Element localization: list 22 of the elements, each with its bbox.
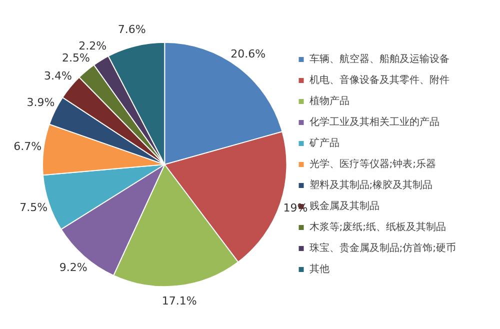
data-label: 2.2%	[78, 39, 107, 52]
legend-label: 光学、医疗等仪器;钟表;乐器	[309, 158, 436, 170]
data-label: 3.4%	[44, 70, 72, 83]
data-label: 19%	[283, 202, 308, 215]
legend-label: 珠宝、贵金属及制品;仿首饰;硬币	[309, 242, 456, 254]
legend-label: 其他	[309, 263, 330, 276]
legend-label: 机电、音像设备及其零件、附件	[309, 74, 450, 86]
legend-label: 车辆、航空器、船舶及运输设备	[309, 53, 450, 66]
legend-label: 化学工业及其相关工业的产品	[309, 116, 440, 128]
legend-label: 贱金属及其制品	[309, 200, 380, 212]
legend-label: 塑料及其制品;橡胶及其制品	[309, 179, 433, 192]
data-label: 7.6%	[118, 23, 146, 36]
data-label: 17.1%	[162, 294, 197, 308]
data-label: 2.5%	[62, 51, 90, 64]
data-label: 9.2%	[59, 261, 88, 274]
data-label: 20.6%	[230, 47, 266, 60]
legend-label: 矿产品	[308, 137, 340, 150]
legend-label: 植物产品	[309, 95, 350, 108]
data-label: 3.9%	[26, 96, 55, 110]
legend-label: 木浆等;废纸;纸、纸板及其制品	[309, 221, 446, 234]
data-label: 6.7%	[14, 140, 42, 154]
data-label: 7.5%	[20, 201, 48, 214]
